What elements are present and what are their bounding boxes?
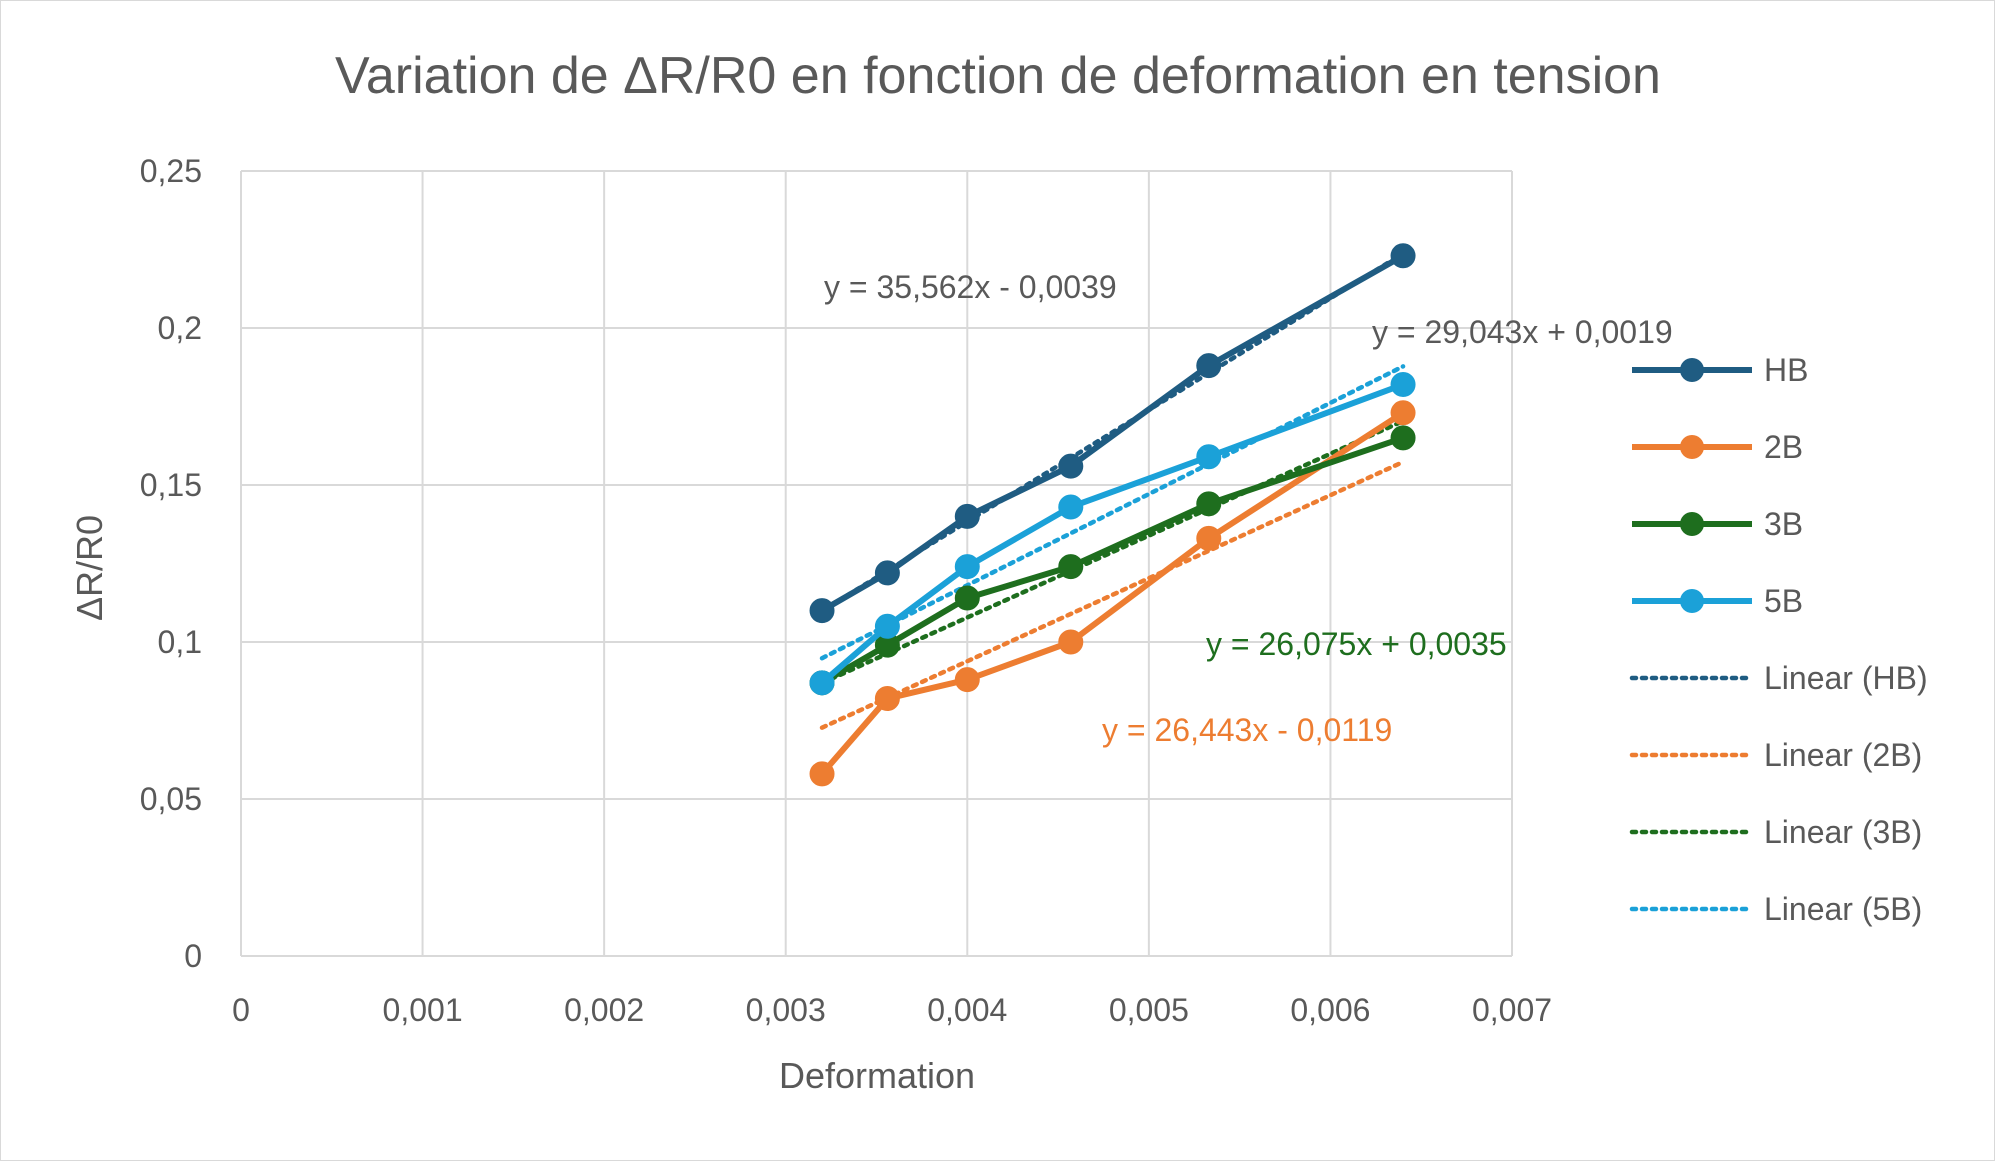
y-tick-label: 0 [184, 938, 202, 974]
y-tick-label: 0,25 [140, 153, 202, 189]
data-point [809, 761, 835, 787]
legend-label: Linear (3B) [1764, 814, 1922, 850]
legend-marker [1680, 435, 1704, 459]
y-tick-label: 0,15 [140, 467, 202, 503]
data-point [1196, 353, 1222, 379]
legend-marker [1680, 358, 1704, 382]
data-point [874, 613, 900, 639]
data-point [1196, 491, 1222, 517]
x-axis-title: Deformation [779, 1055, 975, 1096]
x-tick-label: 0,003 [746, 992, 826, 1028]
data-point [1058, 494, 1084, 520]
trendline-equation: y = 26,075x + 0,0035 [1206, 626, 1507, 662]
series-line [820, 435, 1405, 686]
trendline [819, 418, 1406, 686]
data-point [874, 560, 900, 586]
data-point [1390, 400, 1416, 426]
data-point [1196, 525, 1222, 551]
y-axis-title: ΔR/R0 [69, 515, 110, 621]
trendline-equation: y = 29,043x + 0,0019 [1372, 314, 1673, 350]
legend-label: 5B [1764, 583, 1803, 619]
x-tick-label: 0,004 [927, 992, 1007, 1028]
x-tick-label: 0,007 [1472, 992, 1552, 1028]
series-line [820, 381, 1405, 686]
x-tick-label: 0,005 [1109, 992, 1189, 1028]
series-line [819, 410, 1405, 776]
legend-label: Linear (2B) [1764, 737, 1922, 773]
legend-label: 2B [1764, 429, 1803, 465]
x-tick-label: 0,006 [1290, 992, 1370, 1028]
series-line [820, 253, 1405, 614]
data-point [1196, 444, 1222, 470]
trendline [819, 364, 1406, 661]
y-tick-label: 0,2 [158, 310, 202, 346]
chart-title: Variation de ΔR/R0 en fonction de deform… [335, 47, 1661, 105]
data-point [874, 686, 900, 712]
x-tick-label: 0 [232, 992, 250, 1028]
data-point [1058, 554, 1084, 580]
data-point [1390, 425, 1416, 451]
y-tick-label: 0,1 [158, 624, 202, 660]
data-point [954, 585, 980, 611]
data-point [1390, 372, 1416, 398]
legend-label: Linear (5B) [1764, 891, 1922, 927]
data-point [809, 670, 835, 696]
trendline [819, 459, 1406, 730]
trendline-equation: y = 35,562x - 0,0039 [824, 269, 1117, 305]
data-point [954, 667, 980, 693]
data-point [954, 503, 980, 529]
data-point [954, 554, 980, 580]
y-tick-label: 0,05 [140, 781, 202, 817]
x-tick-label: 0,001 [383, 992, 463, 1028]
legend-marker [1680, 589, 1704, 613]
data-point [1058, 629, 1084, 655]
data-point [809, 598, 835, 624]
trendline-equation: y = 26,443x - 0,0119 [1102, 712, 1392, 748]
legend-marker [1680, 512, 1704, 536]
x-tick-label: 0,002 [564, 992, 644, 1028]
legend-label: 3B [1764, 506, 1803, 542]
data-point [1058, 453, 1084, 479]
legend-label: HB [1764, 352, 1808, 388]
legend-label: Linear (HB) [1764, 660, 1928, 696]
data-point [1390, 243, 1416, 269]
